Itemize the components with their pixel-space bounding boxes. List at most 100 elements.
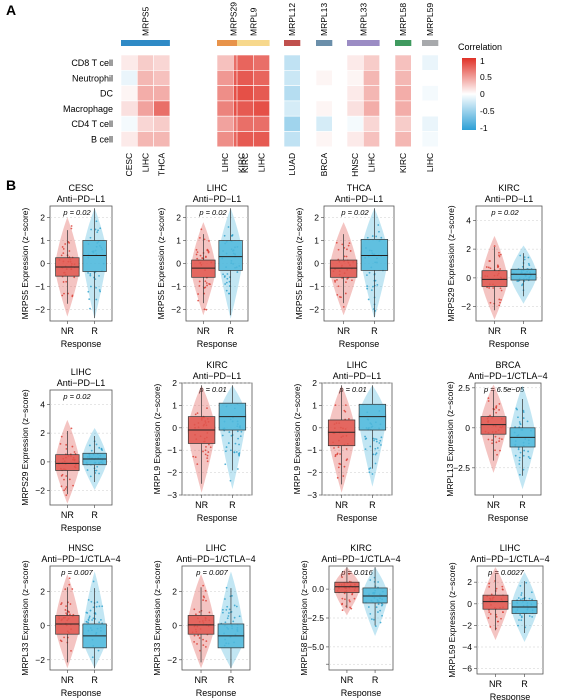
data-point: [65, 475, 68, 477]
data-point: [97, 649, 100, 652]
data-point: [519, 598, 522, 601]
y-tick-label: 2: [314, 213, 319, 223]
heatmap-cell: [362, 70, 380, 86]
data-point: [379, 621, 382, 624]
row-label: B cell: [91, 134, 113, 144]
heatmap-cell: [346, 100, 364, 117]
data-point: [343, 465, 346, 468]
data-point: [68, 583, 71, 586]
gene-label: MRPL9: [248, 7, 258, 36]
data-point: [208, 240, 210, 242]
correlation-heatmap: CD8 T cell Neutrophil DC Macrophage CD4 T ce…: [63, 2, 439, 177]
data-point: [202, 584, 205, 587]
box: [480, 416, 507, 435]
gene-label: MRPL59: [425, 3, 435, 36]
panel-b-label: B: [6, 177, 16, 193]
data-point: [196, 251, 199, 254]
data-point: [375, 452, 378, 455]
y-tick-label: −2: [167, 655, 177, 665]
data-point: [498, 255, 501, 258]
x-axis-label: Response: [61, 339, 102, 349]
data-point: [351, 279, 353, 282]
y-tick-label: 1: [176, 236, 181, 246]
data-point: [494, 435, 497, 438]
data-point: [378, 442, 381, 444]
data-point: [200, 228, 203, 231]
data-point: [521, 283, 524, 285]
data-point: [88, 615, 91, 618]
heatmap-cell: [137, 115, 154, 132]
data-point: [71, 588, 74, 590]
data-point: [371, 235, 374, 237]
panel-subtitle: Anti−PD−1/CTLA−4: [321, 554, 400, 564]
data-point: [204, 286, 207, 289]
data-point: [228, 280, 231, 283]
data-point: [531, 598, 534, 601]
data-point: [205, 282, 208, 284]
data-point: [198, 637, 201, 639]
heatmap-cell: [236, 131, 254, 148]
data-point: [370, 618, 373, 621]
data-point: [499, 301, 501, 304]
y-tick-label: −2: [307, 468, 317, 478]
data-point: [378, 230, 380, 233]
data-point: [70, 649, 72, 652]
data-point: [346, 248, 348, 251]
y-tick-label: 0: [312, 423, 317, 433]
data-point: [89, 475, 92, 478]
data-point: [366, 287, 369, 290]
data-point: [346, 277, 349, 280]
y-axis-label: MRPL13 Expression (z−score): [445, 381, 455, 497]
data-point: [100, 447, 103, 450]
heatmap-cell: [346, 54, 364, 71]
data-point: [520, 616, 523, 619]
data-point: [487, 617, 490, 619]
data-point: [347, 244, 350, 247]
cancer-label: THCA: [157, 152, 167, 175]
data-point: [531, 615, 534, 618]
data-point: [376, 447, 379, 449]
cancer-label: LIHC: [140, 153, 150, 172]
cancer-label: LUAD: [287, 153, 297, 176]
x-tick-label: R: [91, 675, 98, 685]
data-point: [99, 290, 102, 293]
data-point: [366, 285, 369, 288]
data-point: [87, 621, 90, 624]
box: [191, 259, 216, 278]
data-point: [225, 281, 228, 284]
data-point: [498, 409, 500, 411]
data-point: [344, 598, 346, 601]
data-point: [496, 264, 499, 267]
heatmap-cell: [120, 100, 138, 117]
y-tick-label: 1: [40, 236, 45, 246]
gene-label: MRPL58: [398, 3, 408, 36]
data-point: [70, 227, 73, 230]
data-point: [224, 283, 227, 285]
data-point: [489, 414, 491, 417]
y-tick-label: −1: [307, 445, 317, 455]
data-point: [226, 277, 229, 280]
data-point: [336, 453, 339, 456]
heatmap-cell: [394, 131, 412, 148]
data-point: [379, 439, 382, 442]
heatmap-cell: [346, 85, 364, 102]
data-point: [193, 608, 196, 611]
panel-title: LIHC: [347, 360, 368, 370]
data-point: [204, 449, 207, 452]
heatmap-cell: [394, 85, 412, 102]
panel-subtitle: Anti−PD−1/CTLA−4: [470, 554, 549, 564]
data-point: [498, 298, 501, 301]
heatmap-cell: [362, 85, 380, 102]
heatmap-cell: [236, 115, 254, 132]
data-point: [518, 473, 521, 476]
panel-title: LIHC: [206, 543, 227, 553]
heatmap-cell: [346, 131, 364, 148]
data-point: [337, 248, 340, 251]
data-point: [522, 468, 525, 471]
heatmap-cell: [421, 131, 439, 148]
y-tick-label: 0: [465, 423, 470, 433]
data-point: [192, 455, 195, 458]
data-point: [225, 586, 228, 589]
data-point: [195, 613, 197, 616]
